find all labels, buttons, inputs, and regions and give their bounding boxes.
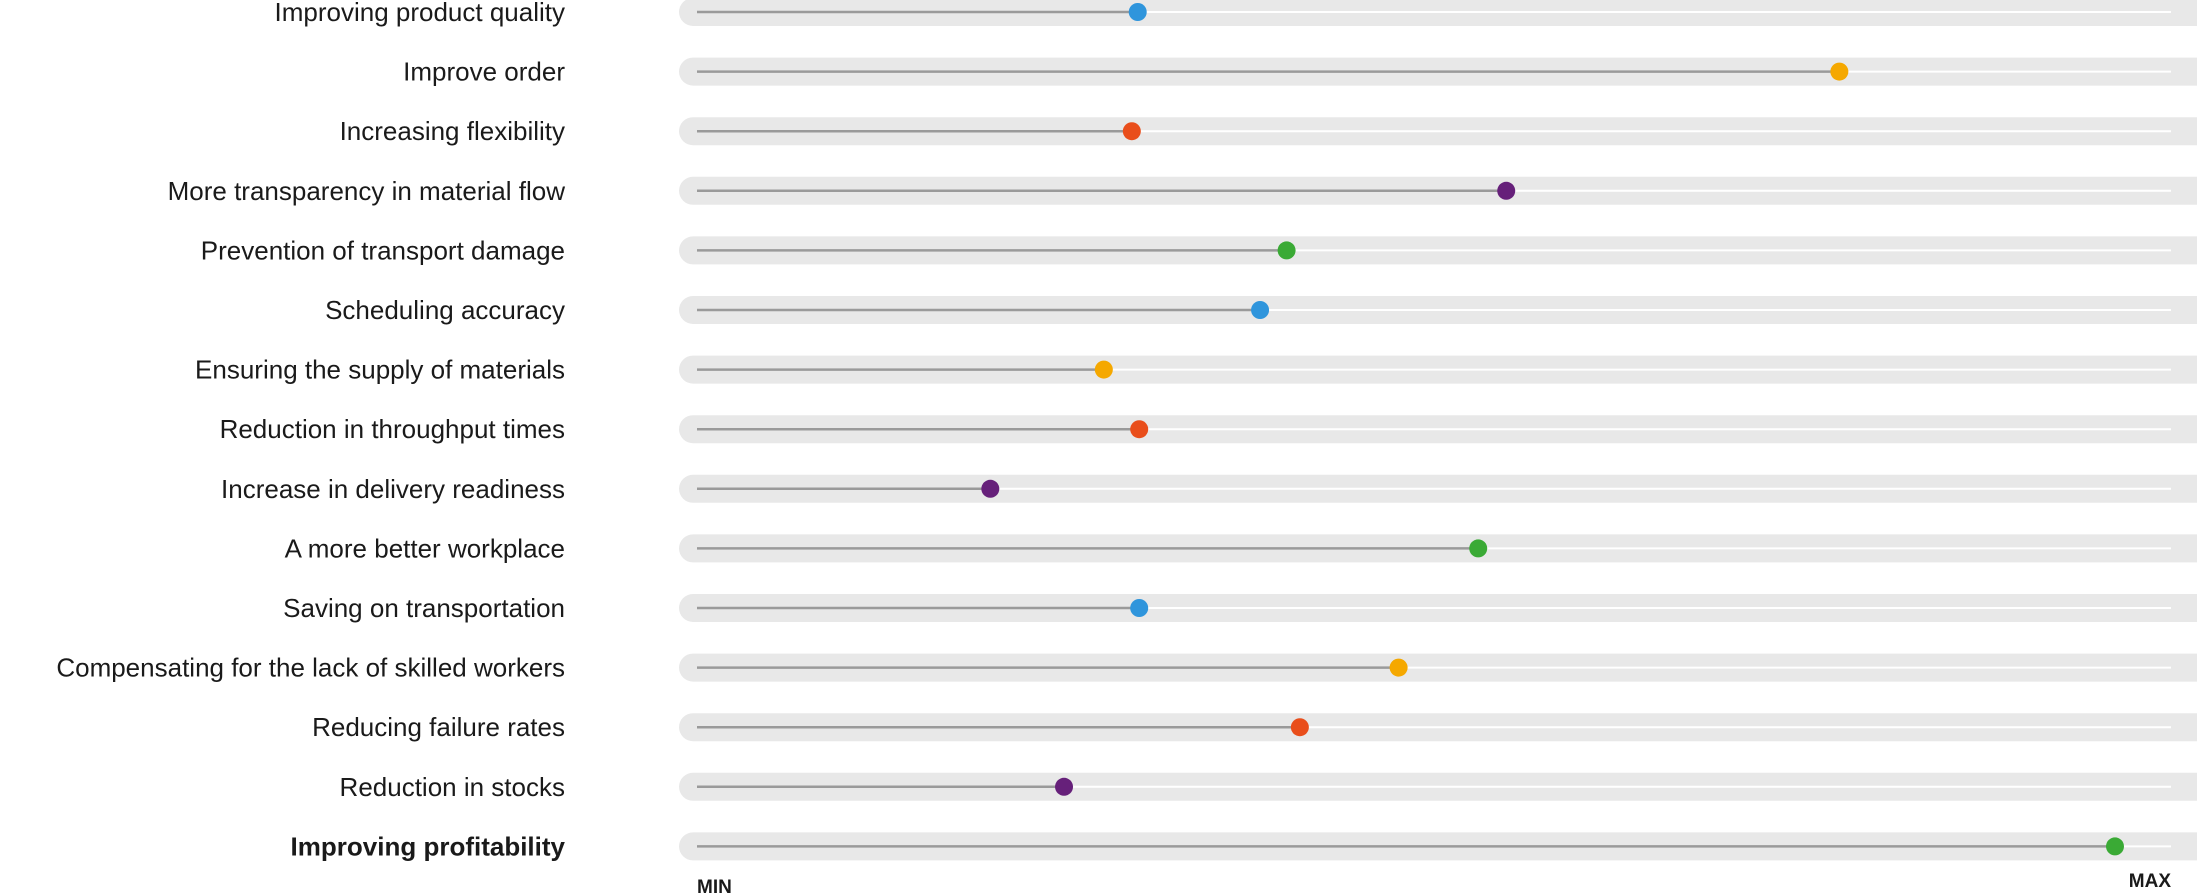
value-dot: [981, 479, 1000, 498]
row-label: Improving product quality: [275, 0, 565, 27]
value-dot: [1830, 62, 1849, 81]
chart-row: Increasing flexibility: [340, 116, 2197, 146]
row-label: Saving on transportation: [283, 593, 565, 623]
chart-row: Reduction in stocks: [340, 772, 2197, 802]
value-dot: [1469, 539, 1488, 558]
chart-row: Reducing failure rates: [312, 712, 2197, 742]
chart-row: Prevention of transport damage: [201, 235, 2197, 265]
row-label: More transparency in material flow: [168, 176, 566, 206]
value-dot: [1130, 420, 1149, 439]
row-label: Improve order: [403, 57, 565, 87]
row-label: Reduction in stocks: [340, 772, 565, 802]
row-label: Compensating for the lack of skilled wor…: [56, 653, 565, 683]
chart-row: Scheduling accuracy: [325, 295, 2197, 325]
chart-row: Ensuring the supply of materials: [195, 355, 2197, 385]
chart-row: Compensating for the lack of skilled wor…: [56, 653, 2197, 683]
value-dot: [1277, 241, 1296, 260]
chart-row: Saving on transportation: [283, 593, 2197, 623]
axis-min-label: MIN: [697, 877, 732, 894]
chart-row: Improving product quality: [275, 0, 2197, 27]
row-label: Improving profitability: [291, 831, 566, 861]
row-label: Ensuring the supply of materials: [195, 355, 565, 385]
value-dot: [1122, 122, 1141, 141]
row-label: A more better workplace: [285, 533, 565, 563]
value-dot: [1094, 360, 1113, 379]
value-dot: [1389, 658, 1408, 677]
chart-row: A more better workplace: [285, 533, 2197, 563]
row-label: Prevention of transport damage: [201, 235, 565, 265]
row-label: Increase in delivery readiness: [221, 474, 565, 504]
value-dot: [1055, 777, 1074, 796]
value-dot: [1497, 181, 1516, 200]
chart-rows: Improving product quality Improve order In…: [56, 0, 2197, 861]
chart-row: Improving profitability: [291, 831, 2197, 861]
value-dot: [1290, 718, 1309, 737]
row-label: Increasing flexibility: [340, 116, 565, 146]
value-dot: [1128, 3, 1147, 21]
chart-row: Improve order: [403, 57, 2197, 87]
row-label: Scheduling accuracy: [325, 295, 565, 325]
value-dot: [2105, 837, 2124, 856]
row-label: Reducing failure rates: [312, 712, 565, 742]
axis-max-label: MAX: [2129, 871, 2172, 892]
row-label: Reduction in throughput times: [220, 414, 565, 444]
chart-row: Increase in delivery readiness: [221, 474, 2197, 504]
chart-row: More transparency in material flow: [168, 176, 2197, 206]
chart-row: Reduction in throughput times: [220, 414, 2197, 444]
value-dot: [1251, 301, 1270, 319]
value-dot: [1130, 599, 1149, 617]
